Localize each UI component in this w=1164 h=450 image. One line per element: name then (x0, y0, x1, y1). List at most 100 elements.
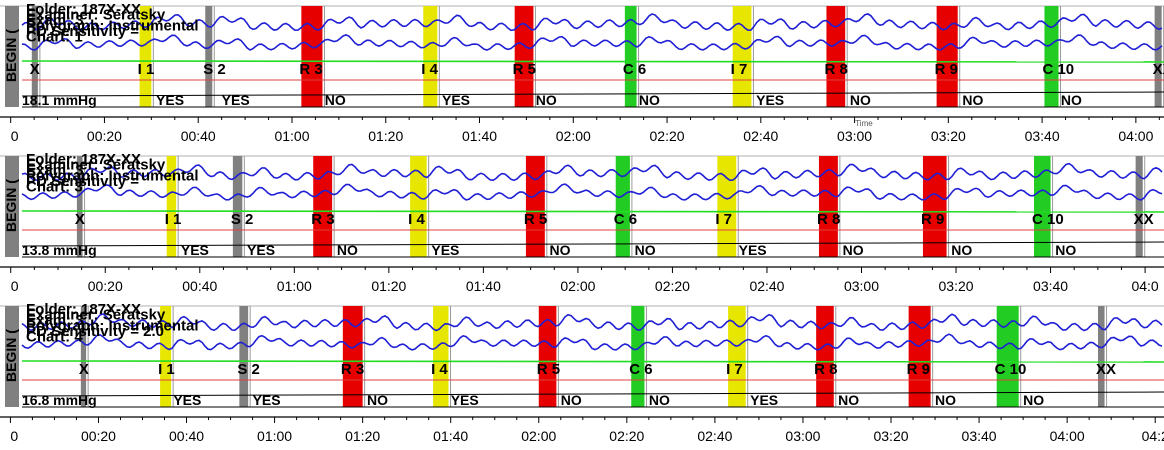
x-tick-label: 04:00 (1050, 428, 1085, 444)
lower-pneumo-trace (21, 183, 1163, 201)
question-band (166, 156, 177, 257)
marker-label: R 9 (921, 211, 944, 228)
chart-panel-3: BEGIN (X I 1 S 2 R 3 I 4 R 5 C 6 I 7 R 8 R 9 C 10 X… (0, 300, 1164, 445)
question-band (423, 6, 438, 107)
marker-label: X (30, 61, 40, 78)
question-band (31, 6, 38, 107)
marker-label: I 1 (158, 361, 175, 378)
question-band (160, 306, 172, 407)
question-band (631, 306, 645, 407)
x-tick-label: 01:40 (462, 128, 497, 144)
marker-label: R 3 (341, 361, 364, 378)
x-tick-label: 01:00 (257, 428, 292, 444)
black-trace (21, 91, 1164, 97)
answer-label: NO (325, 92, 346, 108)
x-tick-label: 00:40 (169, 428, 204, 444)
pressure-label: 16.8 mmHg (22, 392, 97, 408)
begin-strip (5, 156, 19, 257)
x-tick-label: 04:0 (1131, 278, 1158, 294)
x-tick-label: 03:40 (1033, 278, 1068, 294)
answer-label: NO (367, 392, 388, 408)
marker-label: XX (1134, 211, 1154, 228)
x-tick-label: 01:00 (277, 278, 312, 294)
question-band (717, 156, 737, 257)
answer-label: NO (639, 92, 660, 108)
answer-label: NO (1061, 92, 1082, 108)
info-label: Polygraph: Instrumental (26, 18, 199, 35)
question-band (908, 306, 931, 407)
question-band (232, 156, 243, 257)
question-band (818, 156, 838, 257)
answer-label: NO (1055, 242, 1076, 258)
answer-label: NO (635, 242, 656, 258)
begin-strip (5, 6, 19, 107)
x-tick-label: 03:20 (931, 128, 966, 144)
info-label: Folder: 187X-XX (26, 301, 141, 318)
baseline-trace (21, 209, 1164, 213)
answer-label: NO (561, 392, 582, 408)
info-label: Polygraph: Instrumental (26, 318, 199, 335)
question-band (525, 156, 545, 257)
marker-label: I 4 (421, 61, 438, 78)
answer-label: YES (750, 392, 778, 408)
marker-label: X (75, 211, 85, 228)
question-band (76, 156, 83, 257)
question-band (239, 306, 249, 407)
x-tick-label: 03:40 (1025, 128, 1060, 144)
x-tick-label: 01:20 (371, 278, 406, 294)
answer-label: NO (843, 242, 864, 258)
answer-label: NO (838, 392, 859, 408)
x-tick-label: 00:20 (81, 428, 116, 444)
marker-label: C 10 (995, 361, 1027, 378)
upper-pneumo-trace (21, 162, 1163, 182)
x-tick-label: 02:00 (560, 278, 595, 294)
x-tick-label: 01:20 (345, 428, 380, 444)
info-label: Folder: 187X-XX (26, 151, 141, 168)
x-tick-label: 03:20 (873, 428, 908, 444)
begin-label: BEGIN ( (3, 179, 19, 232)
question-band (342, 306, 363, 407)
answer-label: YES (222, 92, 250, 108)
x-tick-label: 03:40 (962, 428, 997, 444)
marker-label: XX (1153, 61, 1164, 78)
question-band (1034, 156, 1051, 257)
info-label: PD Sensitivity = (26, 173, 139, 190)
info-label: Chart: 1 (26, 29, 83, 46)
begin-label: BEGIN ( (3, 329, 19, 382)
info-label: Examiner: Seratsky (26, 157, 166, 174)
marker-label: R 3 (299, 61, 322, 78)
marker-label: I 4 (408, 211, 425, 228)
answer-label: NO (935, 392, 956, 408)
chart-svg-2: BEGIN (X I 1 S 2 R 3 I 4 R 5 C 6 I 7 R 8 R 9 C 10 X… (0, 151, 1164, 294)
marker-label: C 10 (1042, 61, 1074, 78)
question-band (538, 306, 557, 407)
marker-label: R 8 (817, 211, 840, 228)
marker-label: I 4 (431, 361, 448, 378)
x-tick-label: 01:40 (466, 278, 501, 294)
info-label: Chart: 3 (26, 179, 83, 196)
info-label: PD Sensitivity = 2.0 (26, 323, 164, 340)
marker-label: R 5 (537, 361, 560, 378)
x-tick-label: 0 (11, 278, 19, 294)
x-tick-label: 04:00 (1118, 128, 1153, 144)
x-tick-label: 03:20 (939, 278, 974, 294)
answer-label: NO (337, 242, 358, 258)
info-label: Examiner: Seratsky (26, 7, 166, 24)
answer-label: YES (442, 92, 470, 108)
marker-label: R 8 (814, 361, 837, 378)
marker-label: XX (1096, 361, 1116, 378)
answer-label: YES (181, 242, 209, 258)
question-band (1135, 156, 1143, 257)
x-tick-label: 00:40 (182, 278, 217, 294)
black-trace (21, 241, 1164, 247)
lower-pneumo-trace (21, 333, 1163, 351)
info-label: Exam: 3 (26, 12, 84, 29)
lower-pneumo-trace (21, 34, 1163, 51)
question-band (816, 306, 834, 407)
marker-label: X (79, 361, 89, 378)
x-tick-label: 02:40 (697, 428, 732, 444)
question-band (936, 6, 958, 107)
marker-label: R 9 (935, 61, 958, 78)
baseline-trace (21, 59, 1164, 63)
x-tick-label: 02:20 (650, 128, 685, 144)
